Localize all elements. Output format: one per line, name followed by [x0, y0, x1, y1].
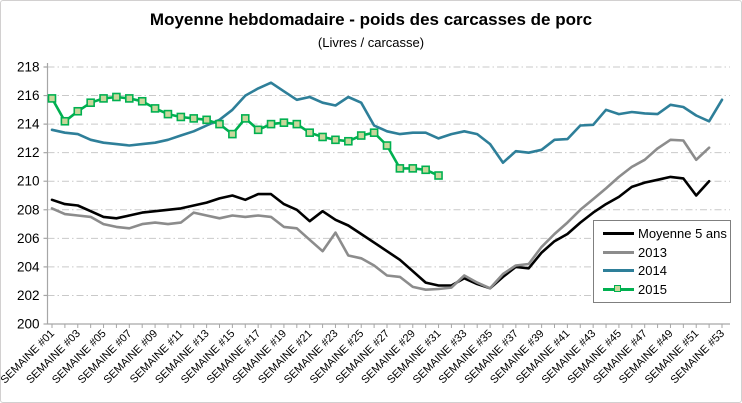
- y-tick-label: 218: [17, 60, 40, 75]
- series-line-moyenne-5-ans: [50, 175, 711, 290]
- chart-subtitle: (Livres / carcasse): [317, 35, 425, 50]
- legend-entry-2014: 2014: [603, 264, 728, 277]
- series-marker: [125, 94, 134, 103]
- series-marker: [279, 118, 289, 127]
- series-marker: [421, 165, 430, 175]
- series-marker: [292, 119, 302, 129]
- series-marker: [344, 136, 353, 146]
- chart-legend: Moyenne 5 ans 2013 2014 2015: [593, 220, 731, 303]
- y-tick-label: 202: [17, 288, 40, 303]
- series-marker: [202, 115, 211, 125]
- series-marker: [395, 164, 405, 173]
- y-tick-label: 204: [17, 259, 40, 274]
- legend-entry-moyenne-5-ans: Moyenne 5 ans: [603, 227, 728, 240]
- series-marker: [305, 128, 314, 137]
- series-marker: [369, 128, 379, 137]
- series-line-2014: [50, 81, 724, 164]
- legend-line-sample: [603, 250, 634, 254]
- chart-title: Moyenne hebdomadaire - poids des carcass…: [149, 10, 593, 29]
- series-marker: [215, 119, 224, 129]
- series-marker: [228, 129, 237, 139]
- series-marker: [73, 106, 83, 116]
- series-marker: [60, 116, 70, 126]
- legend-line-sample: [603, 285, 634, 293]
- legend-label: Moyenne 5 ans: [638, 225, 727, 241]
- legend-line-sample: [603, 269, 634, 273]
- y-tick-label: 210: [17, 174, 40, 189]
- y-tick-label: 212: [17, 145, 40, 160]
- series-marker: [99, 94, 108, 103]
- series-marker: [150, 104, 160, 113]
- series-marker: [137, 96, 147, 106]
- series-marker: [112, 92, 121, 102]
- y-tick-label: 200: [17, 317, 40, 332]
- y-tick-label: 216: [17, 88, 40, 103]
- legend-label: 2013: [638, 244, 667, 260]
- series-marker: [240, 114, 250, 123]
- y-tick-label: 214: [17, 117, 40, 132]
- series-marker: [382, 141, 392, 150]
- series-marker: [318, 132, 327, 142]
- series-line-2013: [50, 138, 711, 292]
- legend-label: 2015: [638, 282, 667, 298]
- y-tick-label: 208: [17, 202, 40, 217]
- legend-marker-sample: [614, 285, 621, 293]
- series-line-2015: [50, 95, 440, 177]
- series-marker: [189, 114, 199, 123]
- legend-entry-2013: 2013: [603, 246, 728, 259]
- legend-label: 2014: [638, 263, 667, 279]
- series-marker: [356, 131, 366, 140]
- series-marker: [176, 112, 186, 122]
- series-marker: [86, 98, 95, 107]
- legend-line-sample: [603, 231, 634, 235]
- series-marker: [434, 171, 443, 180]
- series-marker: [408, 164, 418, 173]
- series-marker: [253, 125, 263, 135]
- y-tick-label: 206: [17, 231, 40, 246]
- legend-entry-2015: 2015: [603, 283, 728, 296]
- series-marker: [163, 109, 173, 119]
- series-marker: [47, 94, 57, 103]
- series-marker: [331, 135, 340, 145]
- series-marker: [266, 119, 276, 129]
